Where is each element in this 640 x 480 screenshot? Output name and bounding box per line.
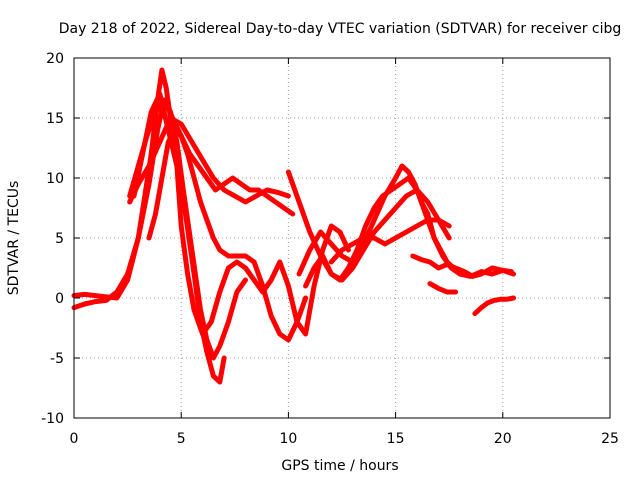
satellite-track-11 [410, 253, 514, 279]
x-tick-label: 10 [279, 431, 297, 447]
y-tick-label: -5 [50, 351, 64, 367]
satellite-track-9 [285, 169, 452, 283]
y-tick-label: 15 [46, 111, 64, 127]
y-tick-label: 10 [46, 171, 64, 187]
x-tick-label: 20 [494, 431, 512, 447]
y-tick-label: 5 [55, 231, 64, 247]
data-series [71, 67, 516, 385]
y-tick-label: 20 [46, 51, 64, 67]
x-tick-label: 25 [601, 431, 619, 447]
satellite-track-12 [427, 281, 459, 295]
y-axis-label: SDTVAR / TECUs [6, 181, 22, 296]
satellite-track-10 [328, 217, 452, 265]
y-tick-label: -10 [41, 411, 64, 427]
satellite-track-3 [131, 91, 351, 337]
y-tick-label: 0 [55, 291, 64, 307]
x-tick-label: 5 [177, 431, 186, 447]
x-tick-label: 15 [387, 431, 405, 447]
satellite-track-13 [472, 295, 516, 317]
x-tick-label: 0 [70, 431, 79, 447]
satellite-track-5 [127, 97, 296, 217]
axis-ticks [73, 57, 611, 419]
x-tick-labels: 0 5 10 15 20 25 [70, 431, 619, 447]
chart-title: Day 218 of 2022, Sidereal Day-to-day VTE… [59, 21, 622, 37]
y-tick-labels: -10 -5 0 5 10 15 20 [41, 51, 64, 427]
x-axis-label: GPS time / hours [281, 458, 398, 474]
satellite-track-6 [146, 127, 309, 343]
